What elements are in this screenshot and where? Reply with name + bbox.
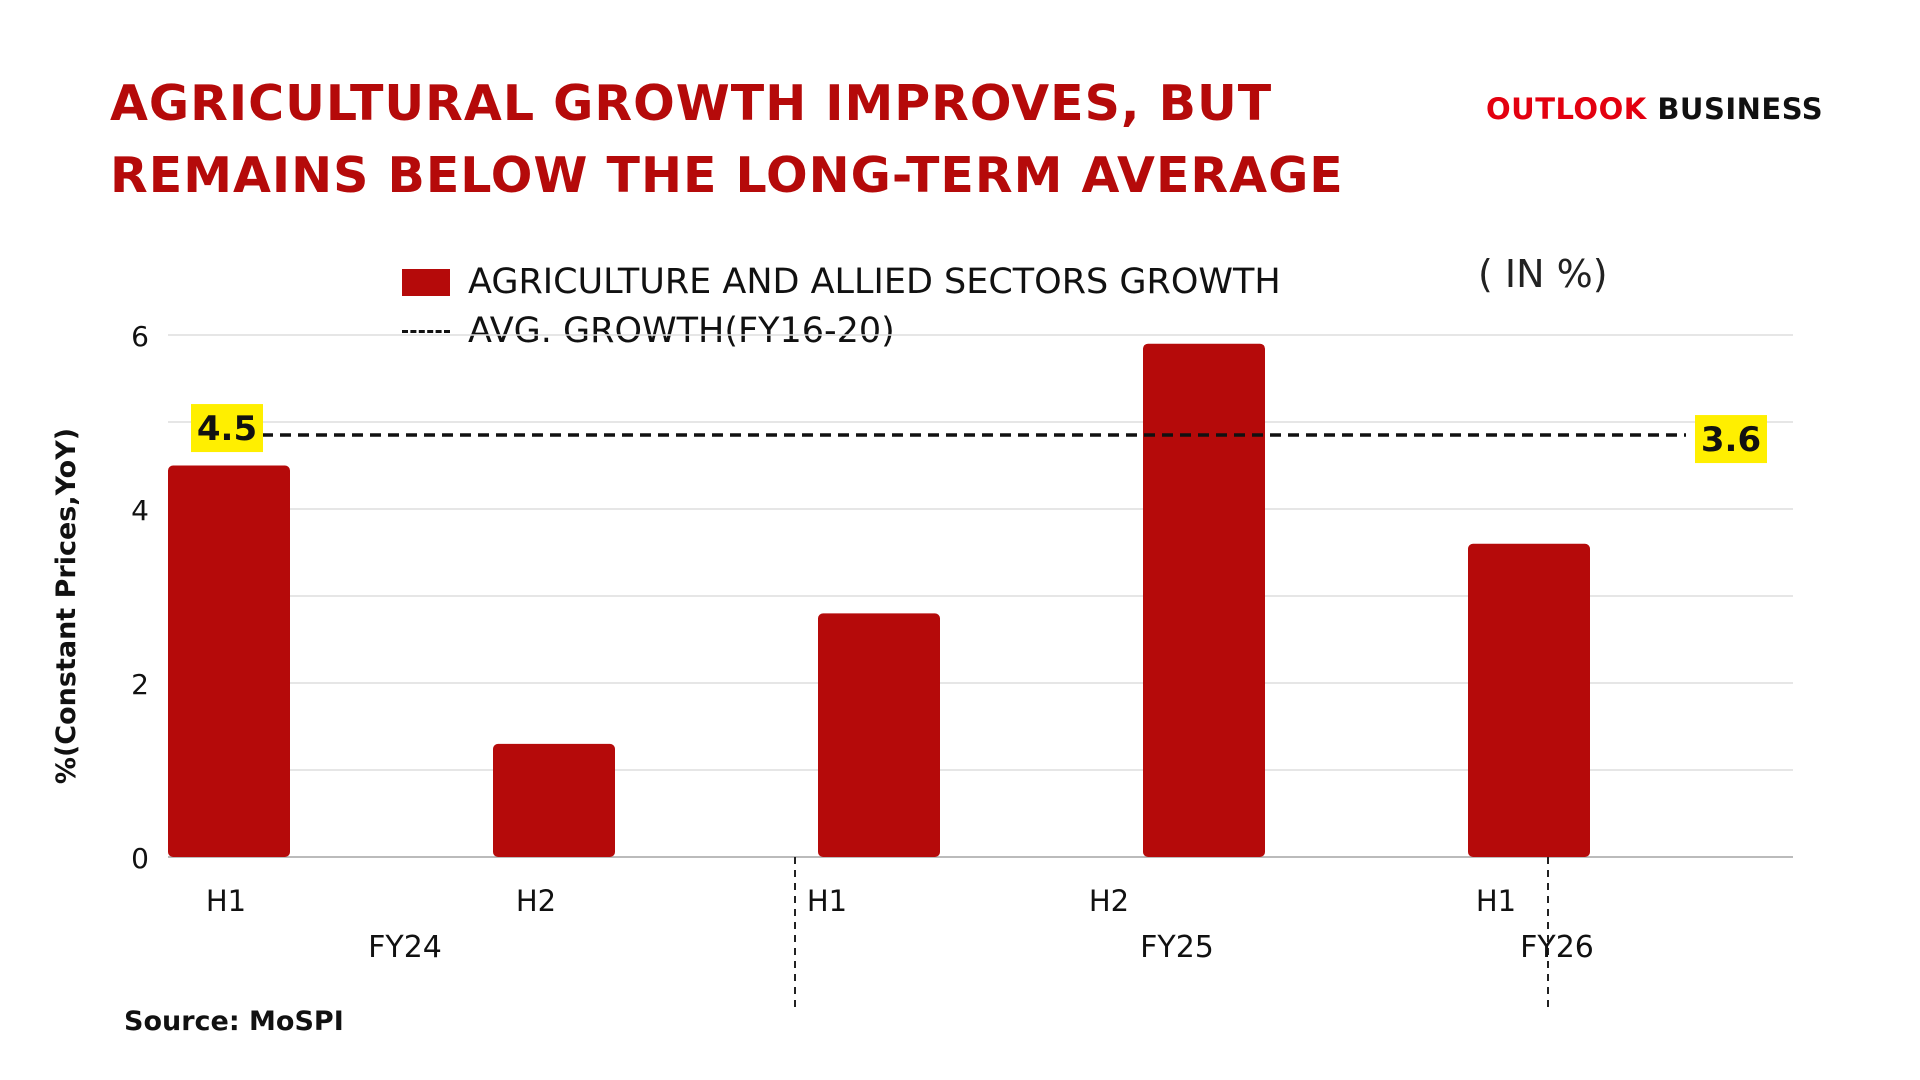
brand-business: BUSINESS [1646,92,1824,126]
data-label: 4.5 [197,409,257,449]
x-group-label: FY26 [1520,930,1594,965]
x-tick-label: H2 [1089,884,1129,918]
data-label: 3.6 [1701,420,1761,460]
chart-title: AGRICULTURAL GROWTH IMPROVES, BUT REMAIN… [110,68,1430,212]
unit-label: ( IN %) [1478,252,1608,296]
y-tick-label: 4 [131,494,149,527]
bar [493,743,615,857]
legend-item-average: AVG. GROWTH(FY16-20) [402,311,895,351]
bar [168,465,290,857]
x-group-label: FY25 [1140,930,1214,965]
bar [1468,543,1590,857]
brand-outlook: OUTLOOK [1486,92,1647,126]
brand-logo: OUTLOOK BUSINESS [1486,92,1823,126]
y-tick-label: 2 [131,668,149,701]
legend-label-average: AVG. GROWTH(FY16-20) [468,311,895,351]
data-label-background [1695,415,1767,464]
x-tick-label: H1 [1476,884,1516,918]
legend-swatch-bar [402,268,450,296]
data-label-background [191,404,263,453]
x-tick-label: H2 [516,884,556,918]
x-tick-label: H1 [807,884,847,918]
title-line-1: AGRICULTURAL GROWTH IMPROVES, BUT [110,75,1273,132]
x-tick-label: H1 [206,884,246,918]
bar [818,613,940,857]
y-tick-label: 0 [131,842,149,875]
legend-item-bars: AGRICULTURE AND ALLIED SECTORS GROWTH [402,262,1281,302]
y-axis-title: %(Constant Prices,YoY) [51,428,82,784]
bar [1143,343,1265,857]
x-group-label: FY24 [368,930,442,965]
source-note: Source: MoSPI [124,1006,344,1037]
legend-label-bars: AGRICULTURE AND ALLIED SECTORS GROWTH [468,262,1281,302]
title-line-2: REMAINS BELOW THE LONG-TERM AVERAGE [110,147,1344,204]
legend-swatch-dashed [402,329,450,333]
y-tick-label: 6 [131,320,149,353]
